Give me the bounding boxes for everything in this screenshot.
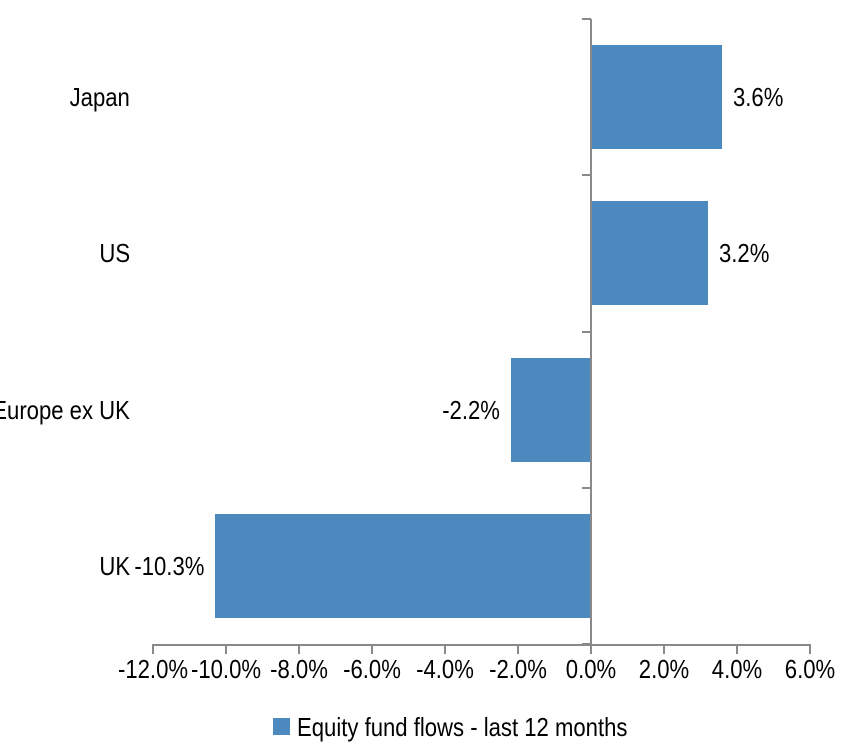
category-label: UK xyxy=(99,550,130,581)
data-label: 3.2% xyxy=(718,238,770,269)
legend-label: Equity fund flows - last 12 months xyxy=(297,712,628,742)
category-label: US xyxy=(99,238,130,269)
y-axis-tick xyxy=(582,643,591,645)
data-label: -2.2% xyxy=(441,394,500,425)
bar-europe-ex-uk xyxy=(510,357,591,462)
x-axis-tick xyxy=(663,644,665,654)
y-axis-tick xyxy=(582,174,591,177)
x-tick-label: 0.0% xyxy=(565,654,617,684)
x-tick-label: 6.0% xyxy=(784,654,836,684)
x-axis-line xyxy=(152,644,811,646)
x-axis-tick xyxy=(809,644,811,654)
data-label: 3.6% xyxy=(733,82,784,113)
x-tick-label: -8.0% xyxy=(270,654,328,684)
x-tick-label: -6.0% xyxy=(343,654,401,684)
x-axis-tick xyxy=(298,644,300,654)
x-axis-tick xyxy=(590,644,592,654)
legend-marker-icon xyxy=(273,718,290,735)
x-axis-tick xyxy=(371,644,373,654)
category-label: Europe ex UK xyxy=(0,394,130,425)
bar-us xyxy=(591,201,708,306)
bar-japan xyxy=(591,45,723,150)
data-label: -10.3% xyxy=(134,550,205,581)
x-axis-tick xyxy=(152,644,154,654)
y-axis-tick xyxy=(582,486,591,489)
category-label: Japan xyxy=(69,82,130,113)
x-tick-label: 4.0% xyxy=(711,654,763,684)
x-axis-tick xyxy=(225,644,227,654)
bar-uk xyxy=(215,513,591,618)
x-tick-label: -4.0% xyxy=(416,654,474,684)
y-axis-tick xyxy=(582,330,591,333)
x-tick-label: -12.0% xyxy=(117,654,189,684)
x-axis-tick xyxy=(736,644,738,654)
x-tick-label: -2.0% xyxy=(489,654,547,684)
x-axis-tick xyxy=(444,644,446,654)
x-tick-label: -10.0% xyxy=(190,654,262,684)
x-tick-label: 2.0% xyxy=(638,654,690,684)
y-axis-line xyxy=(590,19,592,646)
x-axis-tick xyxy=(517,644,519,654)
y-axis-tick xyxy=(582,18,591,20)
